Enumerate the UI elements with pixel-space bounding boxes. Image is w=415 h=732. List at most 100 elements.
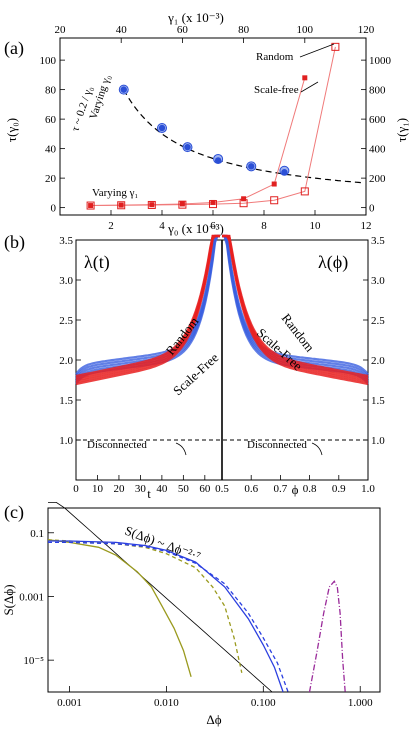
random-pointer — [299, 43, 335, 58]
blue-dashed-curve — [48, 541, 289, 693]
y-tick-label: 80 — [45, 85, 57, 97]
disconnected-pointer-left — [175, 442, 187, 456]
panel-b-left-xlabel: t — [147, 486, 151, 501]
panel-a-label: (a) — [4, 38, 24, 59]
olive-solid-curve — [47, 539, 192, 677]
random-curve-left — [75, 234, 220, 378]
random-curve-right — [222, 234, 369, 378]
y-tick-label-right: 2.0 — [371, 355, 385, 367]
y-tick-label: 20 — [45, 173, 57, 185]
x-tick-label: 4 — [159, 220, 165, 232]
y2-tick-label: 1000 — [369, 55, 392, 67]
x-tick-label: 2 — [108, 220, 114, 232]
x-tick-label: 6 — [210, 220, 216, 232]
x-tick-label-left: 20 — [113, 483, 125, 495]
y-tick-label-right: 3.5 — [371, 235, 385, 247]
x2-tick-label: 120 — [358, 24, 375, 36]
y-tick-label-left: 1.0 — [59, 435, 73, 447]
scale-free-g1-point — [271, 181, 277, 187]
scale-free-g0-point — [248, 163, 255, 170]
x2-tick-label: 60 — [177, 24, 189, 36]
panel-c-frame — [47, 507, 381, 693]
scale-free-g0-point — [214, 157, 222, 164]
y-tick-label-left: 2.0 — [59, 355, 73, 367]
x-tick-label-right: 0.8 — [303, 483, 317, 495]
x-tick-label: 1.000 — [348, 697, 373, 709]
y2-tick-label: 400 — [369, 144, 386, 156]
scale-free-g1-point — [179, 201, 185, 207]
disconnected-label-left: Disconnected — [87, 439, 147, 451]
panel-a-xlabel: γ₀ (x 10⁻³) — [167, 221, 224, 236]
panel-c-xlabel: Δϕ — [206, 712, 221, 727]
y2-tick-label: 800 — [369, 85, 386, 97]
random-g1-point — [147, 200, 156, 209]
y2-tick-label: 600 — [369, 114, 386, 126]
y-tick-label: 40 — [45, 144, 57, 156]
power-law-fit-line — [123, 89, 361, 184]
x-tick-label-right: 0.7 — [274, 483, 288, 495]
lambda-t-title: λ(t) — [84, 252, 110, 273]
panel-b: (b) 1.0 1.0 1.5 1.5 2.0 2.0 2.5 2.5 3.0 3.0 3.5 3.5… — [4, 232, 385, 501]
random-g1-point — [300, 187, 309, 196]
x-tick-label: 12 — [361, 220, 372, 232]
y-tick-label-left: 3.0 — [59, 275, 73, 287]
x-tick-label-left: 0 — [73, 483, 79, 495]
y-tick-label: 100 — [40, 55, 57, 67]
disconnected-pointer-right — [311, 442, 323, 456]
power-law-label: S(Δϕ) ~ Δϕ⁻²·⁷ — [123, 523, 203, 564]
panel-b-right-xlabel: ϕ — [292, 482, 299, 497]
random-label: Random — [256, 51, 294, 63]
x2-tick-label: 80 — [238, 24, 250, 36]
x-tick-label-left: 40 — [156, 483, 168, 495]
scale-free-g0-point — [120, 86, 127, 93]
panel-a-y2label: τ(γ₁) — [394, 118, 409, 142]
x-tick-label: 8 — [261, 220, 267, 232]
x-tick-label: 0.010 — [154, 697, 179, 709]
x-tick-label: 0.100 — [251, 697, 276, 709]
x2-tick-label: 20 — [55, 24, 67, 36]
x2-tick-label: 40 — [116, 24, 128, 36]
y-tick-label: 10⁻⁵ — [23, 655, 44, 667]
random-g1-point — [178, 200, 187, 209]
y-tick-label-right: 2.5 — [371, 315, 385, 327]
y-tick-label: 0 — [51, 203, 57, 215]
x-tick-label-left: 30 — [135, 483, 147, 495]
y-tick-label-left: 1.5 — [59, 395, 73, 407]
blue-solid-curve — [48, 540, 284, 693]
panel-c-label: (c) — [4, 502, 24, 523]
y2-tick-label: 0 — [369, 203, 375, 215]
y-tick-label-right: 1.5 — [371, 395, 385, 407]
panel-a: (a) γ₁ (x 10⁻³) γ₀ (x 10⁻³) τ(γ₀) τ(γ₁) … — [4, 10, 409, 236]
x-tick-label-left: 50 — [178, 483, 190, 495]
random-g1-point — [117, 201, 126, 210]
random-g1-point — [270, 196, 279, 205]
x-tick-label: 10 — [310, 220, 322, 232]
x2-tick-label: 100 — [297, 24, 314, 36]
scale-free-pointer — [300, 81, 319, 93]
scale-free-g1-point — [149, 202, 155, 208]
y-tick-label-left: 3.5 — [59, 235, 73, 247]
lambda-phi-title: λ(ϕ) — [318, 252, 348, 273]
y-tick-label: 0.001 — [19, 591, 44, 603]
scale-free-curve-right — [222, 234, 369, 376]
x-tick-label-right: 0.6 — [244, 483, 258, 495]
panel-b-label: (b) — [4, 232, 25, 253]
panel-a-ylabel: τ(γ₀) — [4, 118, 19, 142]
olive-dashed-curve — [47, 539, 243, 673]
x-tick-label-right: 0.9 — [332, 483, 346, 495]
y-tick-label-right: 3.0 — [371, 275, 385, 287]
random-g1-point — [331, 42, 340, 51]
scale-free-g1-point — [302, 75, 308, 81]
scale-free-g1-line — [90, 77, 306, 207]
x-tick-label-left: 60 — [199, 483, 211, 495]
y-tick-label: 60 — [45, 114, 57, 126]
random-g1-point — [86, 201, 95, 210]
disconnected-label-right: Disconnected — [247, 439, 307, 451]
varying-g1-label: Varying γ₁ — [92, 187, 138, 199]
panel-c: (c) 0.001 0.010 0.100 1.000 0.1 0.001 10⁻⁵ S(Δ… — [1, 502, 381, 727]
x-tick-label-left: 10 — [92, 483, 104, 495]
x-tick-label: 0.001 — [57, 697, 82, 709]
y-tick-label-right: 1.0 — [371, 435, 385, 447]
scale-free-curve-left — [75, 234, 220, 376]
